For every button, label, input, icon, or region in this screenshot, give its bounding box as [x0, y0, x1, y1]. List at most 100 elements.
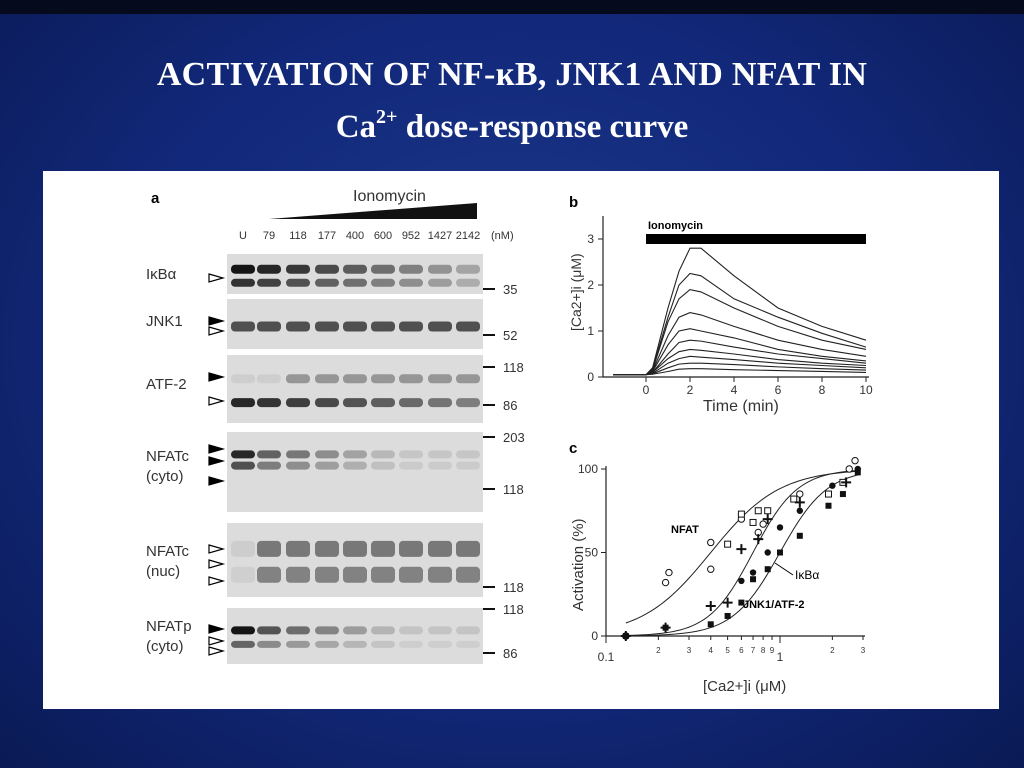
panel-b-ytick-label: 0 [587, 370, 594, 384]
panel-b-ytick-label: 2 [587, 278, 594, 292]
panel-c-xlabel: [Ca2+]i (μM) [703, 678, 786, 695]
size-marker-label: 52 [503, 328, 517, 343]
ikb-plus-point [841, 477, 852, 488]
jnk-filled-square-point [724, 612, 731, 619]
blot-band [456, 374, 480, 384]
lane-labels: U 79 118 177 400 600 952 1427 2142 [239, 230, 480, 242]
panel-c-xtick-minor-label: 2 [830, 646, 835, 655]
lane-label: U [239, 230, 247, 242]
blot-band [343, 321, 367, 332]
panel-c-points [620, 456, 861, 641]
blot-band [286, 461, 310, 470]
lane-label: 952 [402, 230, 420, 242]
open-arrowhead-icon [208, 544, 226, 554]
calcium-trace-line [613, 348, 867, 376]
lane-label: 2142 [456, 230, 480, 242]
blot-band [315, 374, 339, 384]
blot-band [428, 398, 452, 408]
blot-band [428, 278, 452, 287]
jnk-series-label: JNK1/ATF-2 [743, 599, 805, 611]
blot-band [428, 450, 452, 459]
blot-band [371, 398, 395, 408]
panel-b-curves [613, 247, 867, 376]
blot-band [371, 374, 395, 384]
jnk-filled-square-point [825, 502, 832, 509]
panel-c-xtick-label: 0.1 [598, 650, 615, 664]
subtitle-ca: Ca [335, 109, 377, 145]
ikb-plus-point [736, 544, 747, 555]
jnk-filled-square-point [764, 566, 771, 573]
size-marker-label: 118 [503, 360, 524, 375]
blot-subname: (nuc) [146, 563, 180, 580]
blot-3: 118 86 ATF-2 [146, 355, 524, 423]
nfat-open-square-point [749, 518, 757, 526]
panel-c-xtick-minor-label: 3 [687, 646, 692, 655]
blots: 35IκBα52JNK111886ATF-2203118NFATc(cyto)1… [146, 254, 525, 664]
nfat-open-square-point [724, 540, 732, 548]
lane-label: 177 [318, 230, 336, 242]
panel-c-ytick-label: 50 [585, 546, 599, 560]
calcium-trace-line [613, 289, 867, 376]
ionomycin-bar [646, 234, 866, 244]
blot-band [371, 264, 395, 274]
blot-5: 118 NFATc (nuc) [146, 523, 524, 597]
blot-name: NFATc [146, 448, 190, 465]
blot-band [286, 398, 310, 408]
blot-band [231, 264, 255, 274]
ikb-plus-point [794, 497, 805, 508]
ionomycin-label: Ionomycin [353, 188, 426, 205]
blot-subname: (cyto) [146, 468, 184, 485]
blot-band [456, 461, 480, 470]
jnk-filled-square-point [854, 469, 861, 476]
nfat-series-label: NFAT [671, 524, 699, 536]
figure-svg: a Ionomycin (nM) U 79 118 177 400 600 952 1427 2… [146, 188, 873, 695]
jnk-filled-square-point [750, 576, 757, 583]
blot-band [456, 540, 480, 557]
nfat-open-square-point [790, 495, 798, 503]
blot-6: 118 86 NFATp (cyto) [146, 602, 524, 664]
nfat-open-circle-point [665, 568, 673, 577]
blot-band [343, 626, 367, 635]
blot-band [428, 321, 452, 332]
ikb-plus-point [762, 514, 773, 525]
blot-band [286, 626, 310, 635]
nfat-open-square-point [737, 510, 745, 518]
blot-name: JNK1 [146, 313, 183, 330]
blot-band [399, 264, 423, 274]
slide-title: ACTIVATION OF NF-ĸB, JNK1 AND NFAT IN [156, 56, 868, 93]
blot-band [399, 321, 423, 332]
open-arrowhead-icon [208, 396, 226, 406]
blot-band [371, 540, 395, 557]
panel-c-xtick-minor-label: 5 [725, 646, 730, 655]
blot-band [343, 450, 367, 459]
panel-b: b Ionomycin 0 2 4 6 8 10 0 1 2 3 Time (min) [Ca2+… [568, 194, 873, 415]
blot-band [231, 278, 255, 287]
blot-band [456, 278, 480, 287]
blot-band [231, 461, 255, 470]
panel-c-xtick-minor-label: 3 [861, 646, 866, 655]
blot-band [428, 566, 452, 583]
nfat-open-square-point [754, 507, 762, 515]
blot-membrane [227, 432, 483, 512]
blot-band [343, 264, 367, 274]
filled-circle-point [738, 577, 745, 585]
size-marker-label: 86 [503, 398, 517, 413]
jnk-filled-square-point [622, 633, 629, 639]
blot-band [456, 321, 480, 332]
jnk-filled-square-point [738, 599, 745, 606]
calcium-trace-line [613, 272, 867, 376]
nfat-open-circle-point [851, 456, 859, 465]
calcium-trace-line [613, 328, 867, 376]
blot-band [428, 461, 452, 470]
blot-band [428, 640, 452, 648]
lane-label: 1427 [428, 230, 452, 242]
blot-subname: (cyto) [146, 638, 184, 655]
blot-band [371, 640, 395, 648]
blot-band [399, 566, 423, 583]
jnk-filled-square-point [707, 621, 714, 628]
blot-band [371, 278, 395, 287]
blot-band [343, 278, 367, 287]
blot-band [286, 640, 310, 648]
blot-band [315, 626, 339, 635]
nfat-open-circle-point [845, 465, 853, 473]
